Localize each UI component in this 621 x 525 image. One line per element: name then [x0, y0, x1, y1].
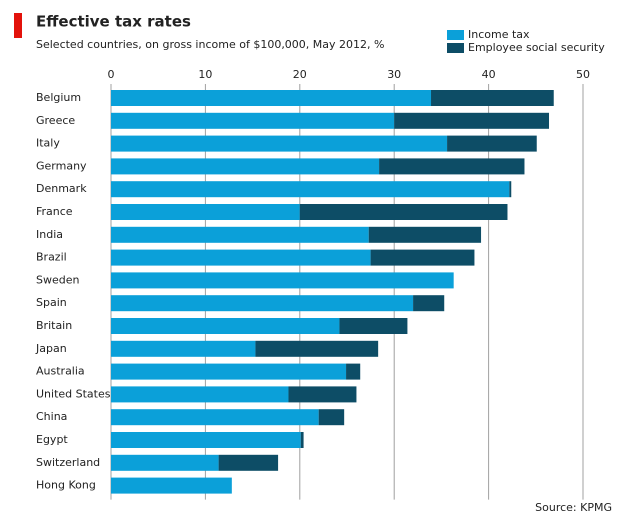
- bar-segment: [255, 340, 379, 357]
- chart-title: Effective tax rates: [36, 13, 191, 31]
- bar-segment: [111, 158, 380, 175]
- y-tick-label: Brazil: [36, 251, 67, 264]
- y-tick-label: Hong Kong: [36, 479, 96, 492]
- bar-segment: [111, 112, 395, 129]
- bar-segment: [111, 181, 510, 198]
- bar-segment: [370, 249, 475, 266]
- x-tick-label: 10: [198, 68, 212, 81]
- bar-segment: [299, 204, 508, 220]
- x-tick-label: 30: [387, 68, 401, 81]
- bar-segment: [111, 90, 432, 106]
- x-tick-label: 20: [293, 68, 307, 81]
- bar-segment: [111, 340, 256, 357]
- bar-segment: [318, 409, 345, 426]
- bar-segment: [111, 295, 414, 312]
- x-tick-label: 40: [482, 68, 496, 81]
- bar-segment: [379, 158, 525, 175]
- y-tick-label: France: [36, 205, 73, 218]
- bar-segment: [447, 135, 537, 152]
- bar-segment: [339, 318, 408, 334]
- bar-segment: [111, 135, 448, 152]
- y-tick-label: Japan: [35, 342, 67, 355]
- bar-segment: [300, 432, 304, 448]
- x-tick-label: 0: [108, 68, 115, 81]
- bar-segment: [111, 477, 232, 494]
- x-tick-label: 50: [576, 68, 590, 81]
- y-tick-label: Belgium: [36, 91, 81, 104]
- legend-swatch: [447, 43, 464, 53]
- bar-segment: [111, 363, 347, 380]
- bar-segment: [111, 318, 340, 334]
- y-tick-label: United States: [36, 387, 111, 400]
- bar-segment: [111, 454, 219, 471]
- bar-segment: [394, 112, 550, 129]
- y-tick-label: Sweden: [36, 273, 79, 286]
- bar-segment: [218, 454, 279, 471]
- y-tick-label: Britain: [36, 319, 72, 332]
- y-tick-label: Australia: [36, 365, 85, 378]
- bar-segment: [413, 295, 445, 312]
- source: Source: KPMG: [535, 501, 612, 514]
- y-tick-label: Italy: [36, 137, 60, 150]
- legend-label: Income tax: [468, 28, 530, 41]
- y-tick-label: China: [36, 410, 67, 423]
- bar-segment: [509, 181, 512, 198]
- bar-segment: [431, 90, 554, 106]
- bar-segment: [111, 272, 454, 289]
- bar-segment: [111, 432, 301, 448]
- legend-swatch: [447, 30, 464, 40]
- bar-segment: [111, 226, 369, 243]
- brand-mark: [14, 13, 22, 38]
- bar-segment: [111, 249, 371, 266]
- y-tick-label: Spain: [36, 296, 67, 309]
- bar-segment: [111, 204, 300, 220]
- y-tick-label: Greece: [36, 114, 75, 127]
- bar-segment: [346, 363, 361, 380]
- bar-segment: [368, 226, 482, 243]
- y-tick-label: India: [36, 228, 63, 241]
- chart-subtitle: Selected countries, on gross income of $…: [36, 38, 384, 51]
- bar-segment: [288, 386, 357, 403]
- y-tick-label: Switzerland: [36, 456, 100, 469]
- y-tick-label: Egypt: [36, 433, 68, 446]
- legend-label: Employee social security: [468, 41, 605, 54]
- y-tick-label: Denmark: [36, 182, 87, 195]
- bar-segment: [111, 386, 289, 403]
- bar-segment: [111, 409, 319, 426]
- y-tick-label: Germany: [36, 159, 87, 172]
